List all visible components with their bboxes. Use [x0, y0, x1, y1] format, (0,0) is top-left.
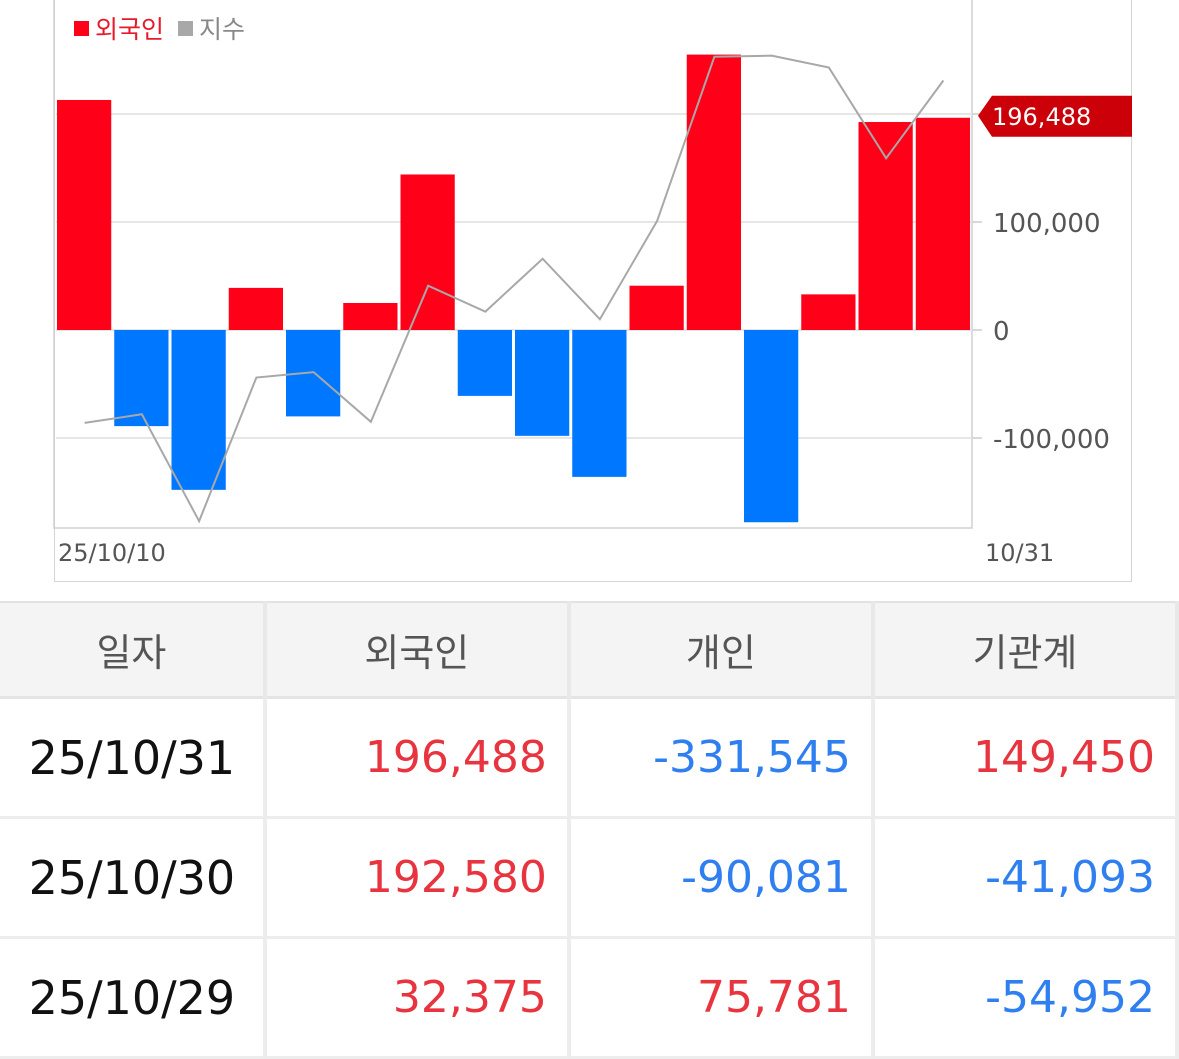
legend-item-foreign: 외국인 — [74, 10, 164, 46]
bar-foreign — [458, 330, 512, 396]
bar-foreign — [229, 288, 283, 330]
table-row[interactable]: 25/10/31 196,488 -331,545 149,450 — [0, 698, 1177, 818]
bar-foreign — [515, 330, 569, 436]
cell-individual: 75,781 — [569, 938, 873, 1058]
legend-swatch-index — [178, 21, 193, 36]
bar-layer — [57, 55, 970, 523]
bar-foreign — [801, 294, 855, 330]
header-institution[interactable]: 기관계 — [873, 602, 1177, 698]
bar-foreign — [859, 122, 913, 330]
bar-foreign — [401, 174, 455, 330]
bar-foreign — [172, 330, 226, 490]
cell-date: 25/10/29 — [0, 938, 265, 1058]
bar-foreign — [114, 330, 168, 426]
x-end-label: 10/31 — [985, 539, 1054, 567]
table-row[interactable]: 25/10/30 192,580 -90,081 -41,093 — [0, 818, 1177, 938]
investor-table: 일자 외국인 개인 기관계 25/10/31 196,488 -331,545 … — [0, 601, 1179, 1059]
cell-institution: -41,093 — [873, 818, 1177, 938]
header-date[interactable]: 일자 — [0, 602, 265, 698]
table-header-row: 일자 외국인 개인 기관계 — [0, 602, 1177, 698]
cell-foreign: 192,580 — [265, 818, 569, 938]
x-start-label: 25/10/10 — [58, 539, 166, 567]
cell-foreign: 32,375 — [265, 938, 569, 1058]
cell-institution: 149,450 — [873, 698, 1177, 818]
cell-date: 25/10/31 — [0, 698, 265, 818]
cell-individual: -331,545 — [569, 698, 873, 818]
bar-foreign — [744, 330, 798, 522]
legend-swatch-foreign — [74, 21, 89, 36]
legend-label-foreign: 외국인 — [95, 10, 164, 46]
chart-svg: 100,000 0 -100,000 196,488 25/10/10 10/31 — [0, 0, 1179, 600]
cell-individual: -90,081 — [569, 818, 873, 938]
bar-foreign — [572, 330, 626, 477]
header-foreign[interactable]: 외국인 — [265, 602, 569, 698]
bar-foreign — [343, 303, 397, 330]
last-value-marker-label: 196,488 — [992, 103, 1091, 131]
header-individual[interactable]: 개인 — [569, 602, 873, 698]
chart-legend: 외국인 지수 — [74, 10, 259, 46]
table-row[interactable]: 25/10/29 32,375 75,781 -54,952 — [0, 938, 1177, 1058]
bar-foreign — [57, 100, 111, 330]
bar-foreign — [630, 286, 684, 330]
y-tick-label: 0 — [993, 317, 1010, 347]
y-tick-label: 100,000 — [993, 209, 1101, 239]
bar-foreign — [916, 118, 970, 330]
cell-date: 25/10/30 — [0, 818, 265, 938]
cell-institution: -54,952 — [873, 938, 1177, 1058]
bar-foreign — [687, 55, 741, 330]
y-tick-label: -100,000 — [993, 425, 1110, 455]
legend-label-index: 지수 — [199, 10, 245, 46]
cell-foreign: 196,488 — [265, 698, 569, 818]
legend-item-index: 지수 — [178, 10, 245, 46]
